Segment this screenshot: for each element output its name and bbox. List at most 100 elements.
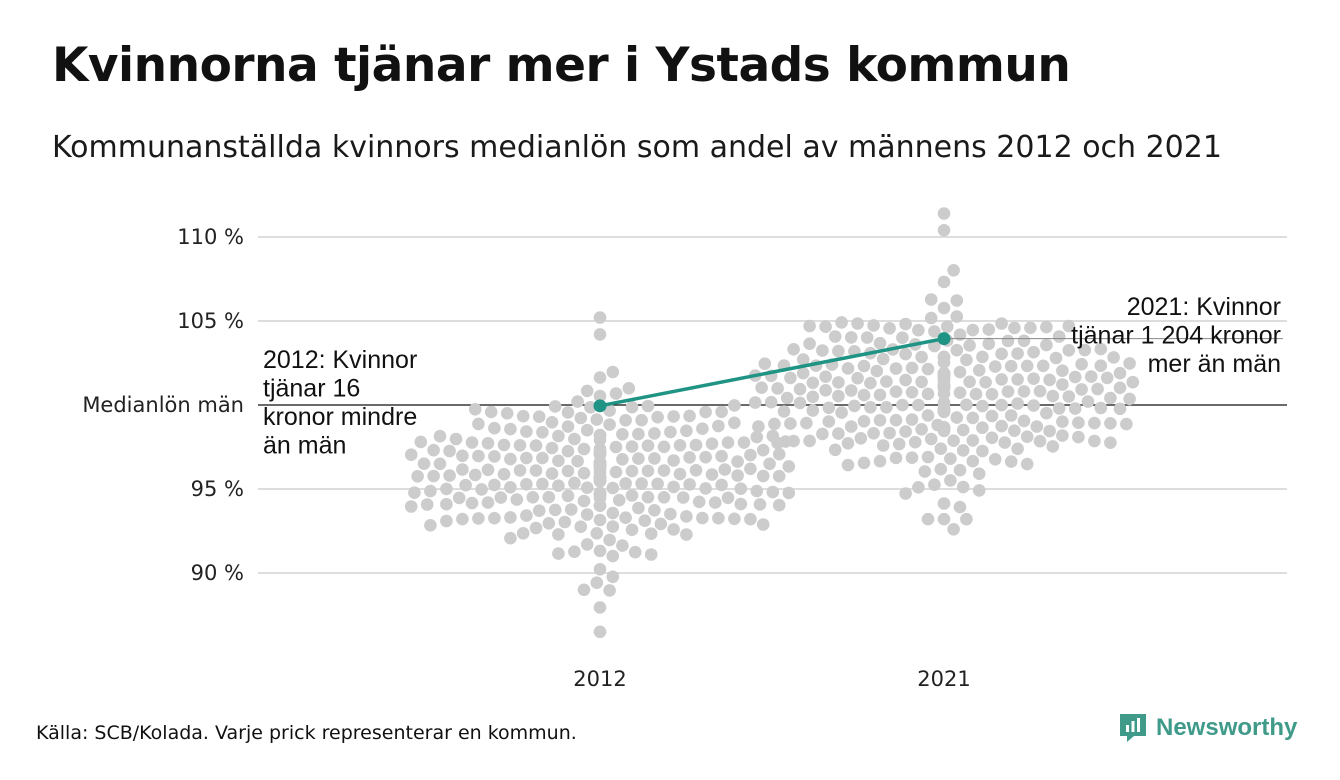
kommun-dot [857,388,871,402]
kommun-dot [1011,347,1024,360]
kommun-dot [606,520,620,533]
kommun-dot [676,491,690,504]
kommun-dot [699,405,712,419]
source-note: Källa: SCB/Kolada. Varje prick represent… [36,722,577,744]
kommun-dot [593,442,607,456]
kommun-dot [956,480,970,494]
kommun-dot [976,444,989,458]
kommun-dot [928,339,941,353]
kommun-dot [756,469,770,483]
kommun-dot [667,410,680,423]
kommun-dot [705,468,719,481]
kommun-dot [803,319,816,333]
kommun-dot [937,301,951,315]
kommun-dot [715,478,728,492]
kommun-dot [532,504,546,517]
kommun-dot [796,353,810,366]
kommun-dot [937,207,951,220]
kommun-dot [580,481,594,495]
kommun-dot [468,403,482,416]
kommun-dot [488,511,501,525]
chart-title: Kvinnorna tjänar mer i Ystads kommun [52,38,1071,93]
kommun-dot [699,450,712,464]
kommun-dot [532,410,546,424]
kommun-dot [1046,440,1060,453]
kommun-dot [526,491,540,504]
kommun-dot [497,467,511,481]
kommun-dot [956,444,970,457]
kommun-dot [912,481,925,494]
kommun-dot [1046,389,1060,403]
kommun-dot [988,453,1002,466]
kommun-dot [947,523,960,536]
kommun-dot [966,323,980,337]
kommun-dot [880,401,893,414]
kommun-dot [427,469,440,483]
kommun-dot [715,405,728,419]
kommun-dot [755,381,768,395]
kommun-dot [876,352,890,366]
kommun-dot [705,437,719,451]
kommun-dot [1027,345,1040,359]
kommun-dot [937,424,951,438]
kommun-dot [590,576,604,589]
kommun-dot [427,443,440,457]
kommun-dot [561,420,575,433]
kommun-dot [728,512,741,526]
kommun-dot [1033,384,1047,398]
kommun-dot [851,317,864,330]
kommun-dot [937,497,951,510]
kommun-dot [793,382,807,396]
kommun-dot [606,570,620,584]
kommun-dot [756,518,770,531]
kommun-dot [1062,344,1076,357]
kommun-dot [616,428,629,441]
kommun-dot [764,395,778,409]
kommun-dot [867,319,880,332]
kommun-dot [889,413,903,427]
kommun-dot [603,584,616,597]
kommun-dot [873,388,887,402]
kommun-dot [944,474,957,487]
kommun-dot [860,331,874,344]
kommun-dot [612,493,626,507]
x-tick-label: 2012 [573,667,626,691]
kommun-dot [580,508,594,521]
kommun-dot [1052,330,1066,343]
kommun-dot [481,463,495,477]
kommun-dot [574,411,588,425]
kommun-dot [771,382,784,395]
kommun-dot [1036,359,1050,373]
kommun-dot [504,422,517,436]
kommun-dot [947,264,960,277]
kommun-dot [953,386,967,400]
kommun-dot [1030,420,1044,433]
kommun-dot [1056,429,1069,442]
kommun-dot [950,411,964,424]
highlight-layer [593,332,1283,413]
kommun-dot [819,384,832,397]
kommun-dot [883,426,896,440]
kommun-dot [667,454,680,467]
kommun-dot [744,462,757,476]
kommun-dot [832,376,845,389]
kommun-dot [934,442,948,456]
kommun-dot [1068,402,1082,415]
kommun-dot [1017,414,1031,428]
kommun-dot [449,432,463,446]
kommun-dot [1100,371,1114,385]
kommun-dot [918,465,932,478]
kommun-dot [1008,424,1021,438]
kommun-dot [721,491,735,505]
kommun-dot [915,423,928,436]
kommun-dot [976,421,989,435]
kommun-dot [1020,457,1034,471]
kommun-dot [456,463,469,476]
kommun-dot [1088,416,1101,430]
kommun-dot [577,583,591,597]
kommun-dot [465,436,479,449]
kommun-dot [912,398,925,412]
kommun-dot [545,467,559,480]
kommun-dot [673,467,687,481]
kommun-dot [772,447,786,461]
